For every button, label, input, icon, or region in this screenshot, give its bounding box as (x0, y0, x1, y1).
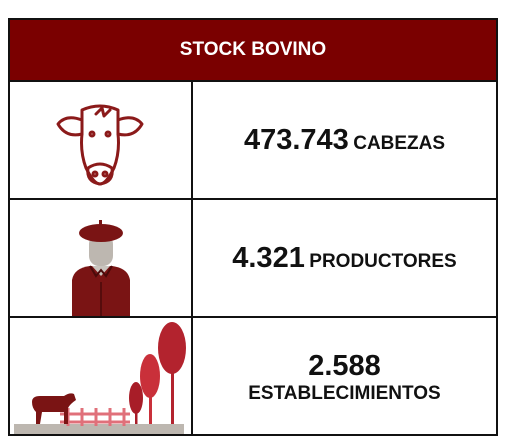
row-establishments: 2.588 ESTABLECIMIENTOS (10, 318, 496, 436)
farmer-icon (72, 220, 130, 316)
establishments-label: ESTABLECIMIENTOS (248, 382, 441, 404)
farmer-icon-cell (10, 200, 193, 316)
heads-label: CABEZAS (353, 132, 446, 154)
establishments-number: 2.588 (308, 349, 381, 382)
heads-number: 473.743 (243, 123, 349, 156)
row-producers: 4.321 PRODUCTORES (10, 200, 496, 318)
cow-icon-cell (10, 82, 193, 198)
cow-icon (56, 104, 144, 186)
table-header: STOCK BOVINO (10, 20, 496, 82)
farm-icon-cell (10, 318, 193, 436)
establishments-text: 2.588 ESTABLECIMIENTOS (193, 318, 496, 436)
stock-table: STOCK BOVINO 473.743 CABEZAS (8, 18, 498, 436)
producers-number: 4.321 (232, 241, 305, 274)
producers-label: PRODUCTORES (309, 250, 457, 272)
heads-text: 473.743 CABEZAS (193, 82, 496, 198)
row-heads: 473.743 CABEZAS (10, 82, 496, 200)
producers-text: 4.321 PRODUCTORES (193, 200, 496, 316)
farm-icon (14, 322, 186, 434)
